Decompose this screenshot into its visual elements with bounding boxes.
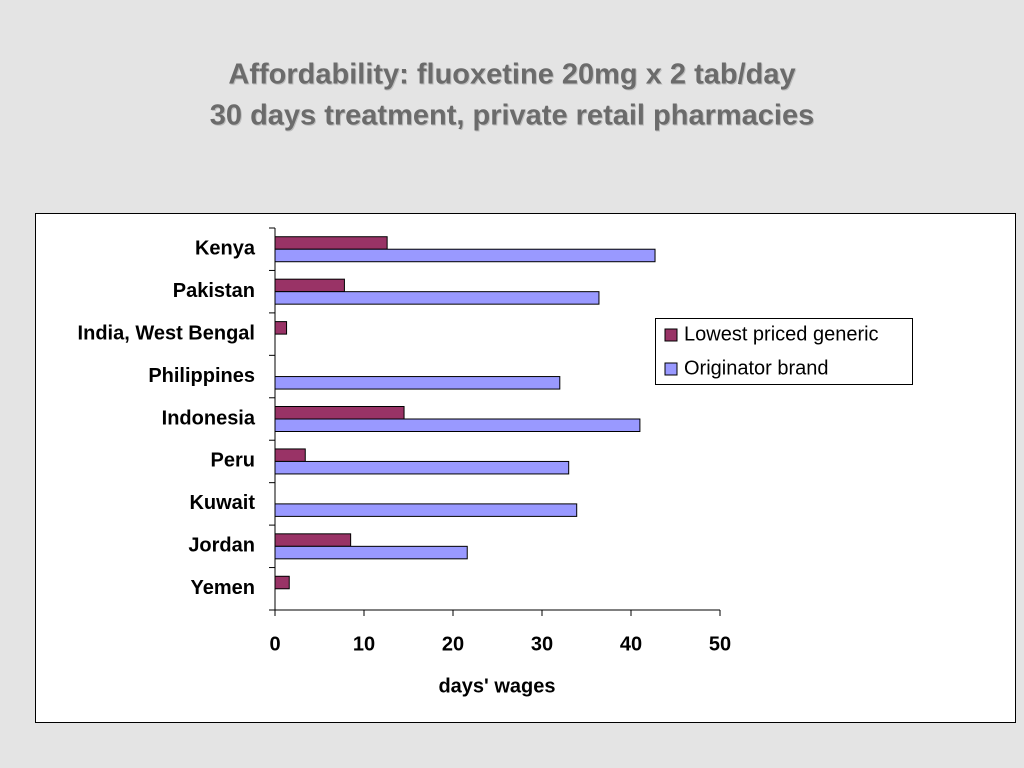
legend-label: Originator brand [684,357,829,379]
y-tick-label: Kenya [195,238,256,260]
y-tick-label: Philippines [148,365,255,387]
y-tick-label: Peru [211,450,255,472]
x-tick-label: 10 [353,633,375,655]
legend-label: Lowest priced generic [684,323,879,345]
chart-title: Affordability: fluoxetine 20mg x 2 tab/d… [228,59,795,91]
bar [274,406,405,420]
bar [274,291,600,305]
bar [274,503,578,517]
y-tick-label: India, West Bengal [78,322,255,344]
y-tick-label: Yemen [191,577,255,599]
x-axis-label: days' wages [438,675,555,697]
x-tick-label: 0 [269,633,280,655]
bar [274,448,306,462]
x-tick-label: 50 [709,633,731,655]
bar [274,575,290,590]
legend-swatch [664,362,678,376]
y-tick-label: Jordan [188,535,255,557]
bar [274,236,388,250]
bar [274,533,352,547]
x-tick-label: 40 [620,633,642,655]
y-tick-label: Kuwait [189,492,255,514]
y-tick-label: Pakistan [173,280,255,302]
bar [274,376,561,390]
x-tick-label: 30 [531,633,553,655]
chart-subtitle: 30 days treatment, private retail pharma… [210,100,814,132]
bar [274,321,288,335]
bar [274,278,345,293]
x-tick-label: 20 [442,633,464,655]
legend-box [655,318,913,385]
bar [274,248,656,263]
legend-swatch [664,328,678,342]
bar [274,418,641,432]
bar [274,545,468,560]
y-tick-label: Indonesia [162,407,256,429]
bar [274,460,570,475]
